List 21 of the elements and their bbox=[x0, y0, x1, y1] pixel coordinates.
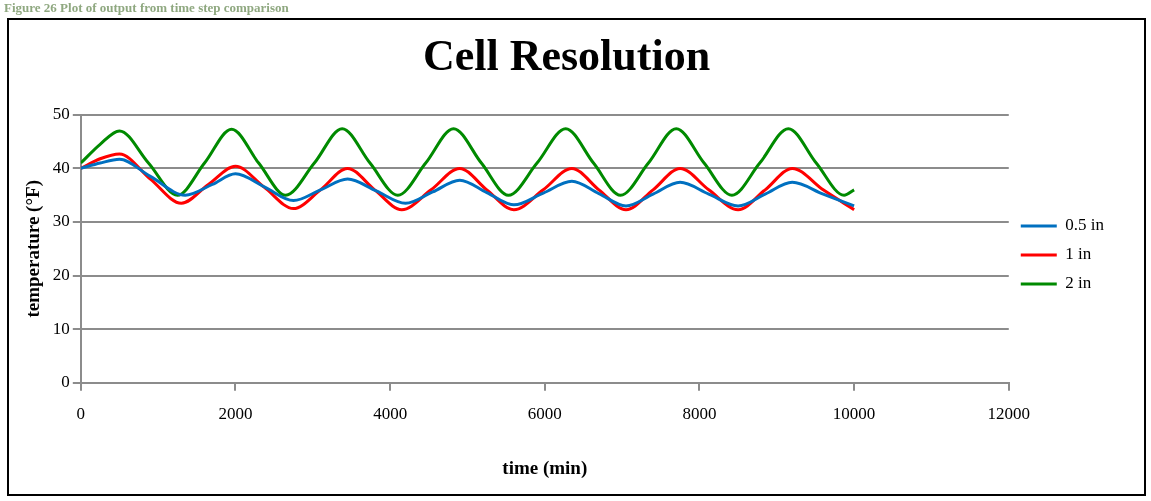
chart-title: Cell Resolution bbox=[422, 30, 711, 80]
legend-label: 0.5 in bbox=[1065, 215, 1105, 235]
y-tick-label: 50 bbox=[52, 104, 70, 124]
x-tick-label: 10000 bbox=[832, 404, 876, 424]
y-tick-label: 0 bbox=[61, 372, 70, 392]
x-tick-label: 0 bbox=[76, 404, 86, 424]
x-tick-label: 2000 bbox=[218, 404, 253, 424]
y-tick-label: 10 bbox=[52, 318, 70, 338]
legend-label: 1 in bbox=[1065, 244, 1092, 264]
x-tick-label: 8000 bbox=[682, 404, 717, 424]
x-axis-title: time (min) bbox=[502, 456, 588, 479]
legend-label: 2 in bbox=[1065, 273, 1092, 293]
y-tick-label: 40 bbox=[52, 157, 70, 177]
x-tick-label: 4000 bbox=[373, 404, 408, 424]
caption: Figure 26 Plot of output from time step comparison bbox=[4, 0, 289, 16]
y-tick-label: 30 bbox=[52, 211, 70, 231]
x-tick-label: 12000 bbox=[987, 404, 1031, 424]
y-tick-label: 20 bbox=[52, 265, 70, 285]
y-axis-title: temperature (°F) bbox=[22, 180, 45, 318]
line-series bbox=[80, 127, 856, 197]
x-tick-label: 6000 bbox=[527, 404, 562, 424]
